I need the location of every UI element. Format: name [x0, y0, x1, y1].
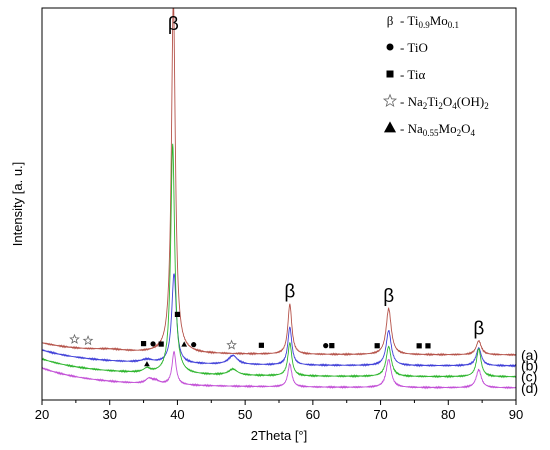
x-tick-label: 20 [35, 407, 49, 422]
square-marker [386, 70, 394, 78]
star-marker [226, 339, 237, 350]
x-tick-label: 90 [509, 407, 523, 422]
legend-label: - Tiα [400, 67, 425, 82]
star-marker [69, 333, 80, 344]
triangle-marker [181, 341, 188, 347]
series-label: (a) [521, 347, 538, 363]
x-tick-label: 80 [441, 407, 455, 422]
legend-label: - TiO [400, 40, 428, 55]
square-marker [140, 341, 147, 347]
circle-marker [191, 342, 197, 348]
square-marker [425, 343, 431, 349]
series-curves [41, 7, 517, 390]
legend-label: - Na0.55Mo2O4 [400, 121, 475, 138]
square-marker [258, 342, 264, 348]
series-labels: (a)(b)(c)(d) [521, 347, 538, 396]
x-axis-title: 2Theta [°] [251, 428, 308, 443]
star-marker [82, 335, 94, 346]
series-line-2 [41, 272, 517, 368]
legend-label: - Ti0.9Mo0.1 [400, 13, 459, 30]
x-tick-label: 70 [373, 407, 387, 422]
legend-beta-symbol: β [387, 13, 394, 28]
square-marker [174, 311, 181, 317]
square-marker [158, 341, 164, 347]
circle-marker [150, 341, 156, 347]
plot-frame [41, 7, 517, 401]
star-marker [382, 93, 398, 107]
beta-annotations: β β β β [168, 14, 484, 340]
square-marker [416, 343, 422, 349]
beta-peak-label: β [168, 14, 179, 35]
triangle-marker [144, 361, 150, 367]
x-tick-label: 50 [238, 407, 252, 422]
x-tick-label: 60 [306, 407, 320, 422]
x-tick-label: 40 [170, 407, 184, 422]
beta-peak-label: β [284, 282, 295, 303]
x-axis-ticks: 20 30 40 50 60 70 80 90 [35, 400, 523, 422]
square-marker [329, 343, 335, 349]
beta-peak-label: β [473, 319, 484, 340]
square-marker [374, 343, 380, 349]
series-label: (b) [521, 357, 538, 373]
x-tick-label: 30 [102, 407, 116, 422]
circle-marker [386, 43, 394, 51]
legend: β - Ti0.9Mo0.1 - TiO - Tiα - Na2Ti2O4(OH… [382, 13, 489, 138]
series-label: (c) [521, 369, 537, 385]
beta-peak-label: β [383, 286, 394, 307]
series-line-1 [41, 7, 517, 357]
series-line-4 [41, 350, 517, 390]
circle-marker [323, 343, 329, 349]
series-line-3 [41, 143, 517, 379]
legend-label: - Na2Ti2O4(OH)2 [400, 94, 489, 111]
series-label: (d) [521, 380, 538, 396]
y-axis-title: Intensity [a. u.] [10, 162, 25, 247]
phase-markers [69, 311, 431, 367]
triangle-marker [383, 121, 397, 133]
